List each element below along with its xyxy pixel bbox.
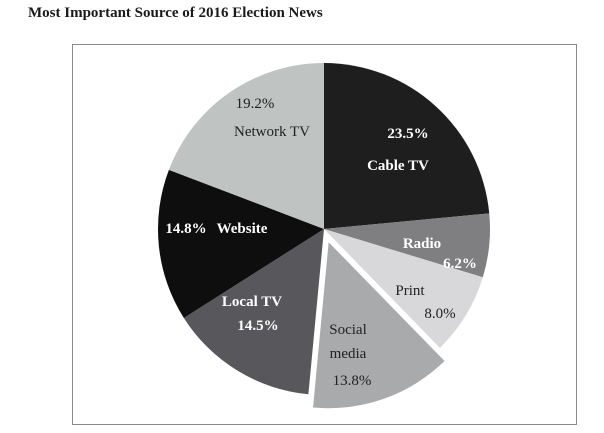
pie-slice-social-media <box>313 242 445 409</box>
slice-label: Network TV <box>234 124 310 140</box>
slice-label: Cable TV <box>367 158 429 174</box>
chart-title: Most Important Source of 2016 Election N… <box>28 5 323 21</box>
slice-label: Print <box>395 283 425 299</box>
slice-label: Local TV <box>222 294 282 310</box>
slice-label: Website <box>217 221 268 237</box>
slice-label: media <box>330 346 367 362</box>
slice-value-label: 8.0% <box>424 306 455 322</box>
pie-slice-network-tv <box>168 63 324 229</box>
pie-slice-print <box>324 229 483 348</box>
pie-slice-website <box>158 169 324 318</box>
slice-value-label: 23.5% <box>387 126 428 142</box>
pie-slice-radio <box>324 213 490 278</box>
slice-value-label: 6.2% <box>443 256 477 272</box>
slice-value-label: 13.8% <box>333 373 372 389</box>
slice-value-label: 14.8% <box>165 221 206 237</box>
slice-label: Social <box>329 322 367 338</box>
pie-slice-cable-tv <box>324 63 490 229</box>
pie-slice-local-tv <box>183 229 324 395</box>
chart-frame <box>72 44 577 425</box>
slice-label: Radio <box>403 236 441 252</box>
slice-value-label: 19.2% <box>236 96 275 112</box>
slice-value-label: 14.5% <box>237 318 278 334</box>
